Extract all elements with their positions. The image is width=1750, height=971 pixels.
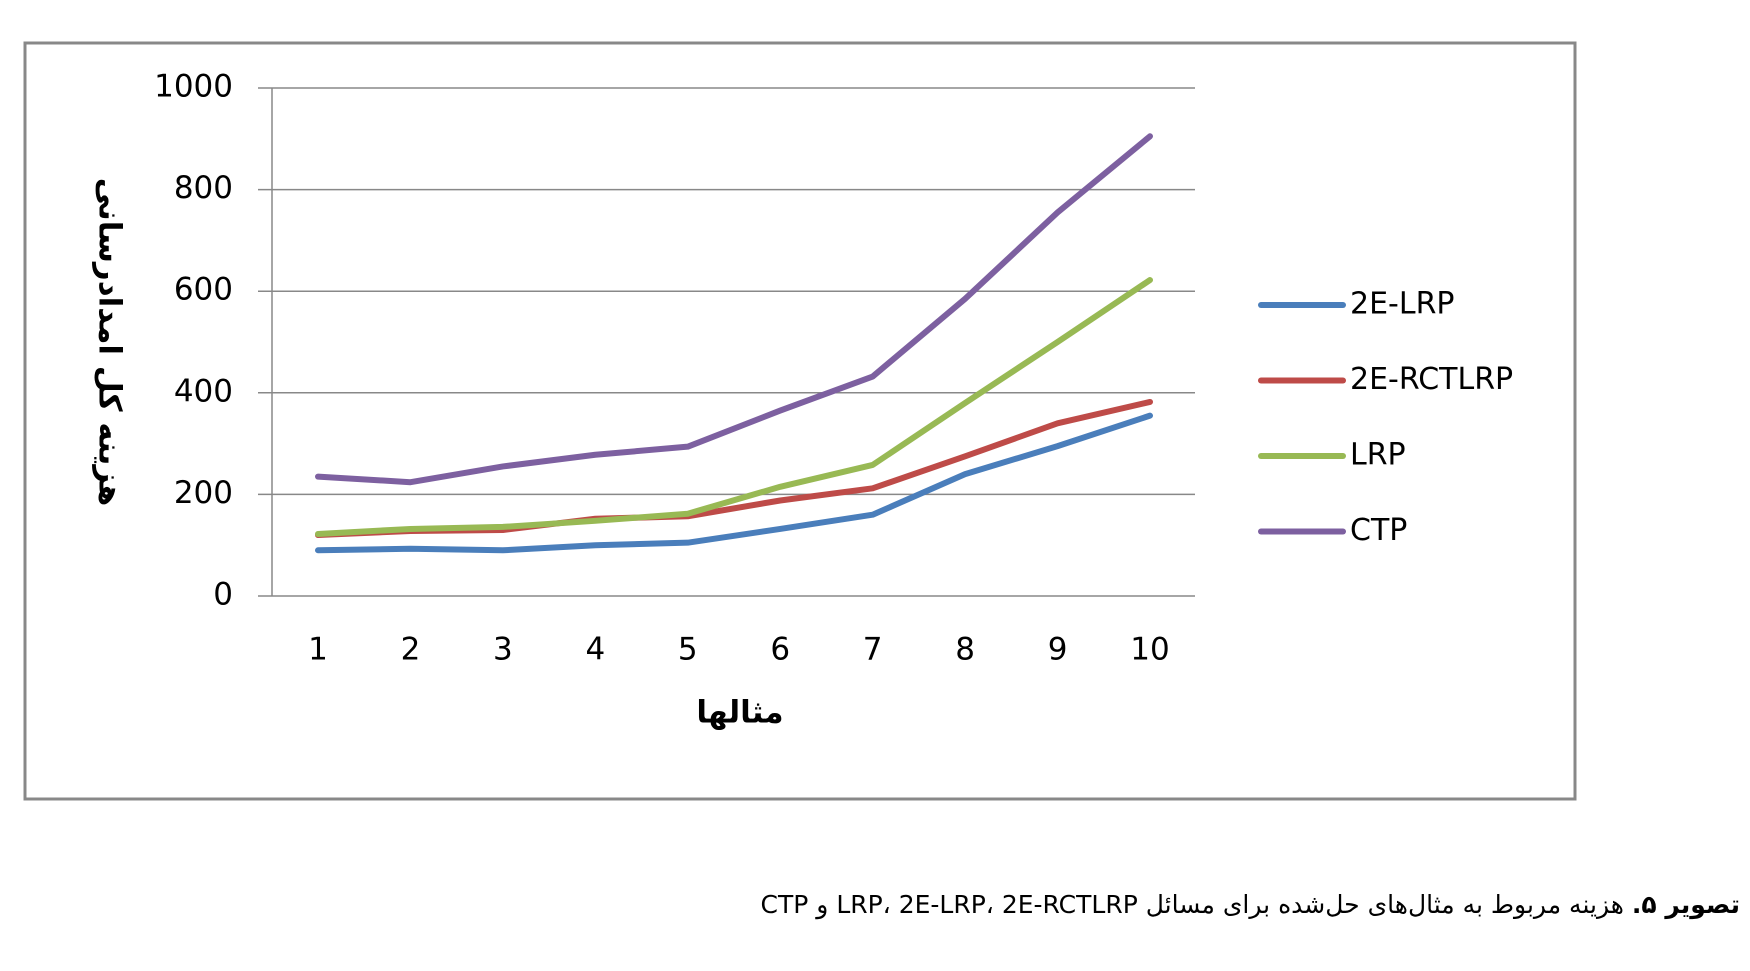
x-tick-label: 3: [493, 632, 513, 668]
caption-text: هزینه مربوط به مثال‌های حل‌شده برای مسائ…: [761, 890, 1624, 920]
x-tick-label: 6: [770, 632, 790, 668]
caption: تصویر ۵. هزینه مربوط به مثال‌های حل‌شده …: [761, 890, 1740, 920]
series-line: [315, 133, 1153, 486]
y-tick-label: 600: [174, 272, 233, 308]
x-tick-label: 8: [955, 632, 975, 668]
series-line: [315, 412, 1153, 554]
x-tick-label: 10: [1130, 632, 1169, 668]
series-line: [315, 277, 1153, 538]
legend-label: 2E-LRP: [1350, 287, 1455, 322]
legend-label: LRP: [1350, 438, 1406, 473]
x-tick-label: 9: [1048, 632, 1068, 668]
y-tick-label: 0: [213, 577, 233, 613]
y-tick-label: 200: [174, 475, 233, 511]
y-tick-label: 400: [174, 373, 233, 409]
legend-label: 2E-RCTLRP: [1350, 362, 1513, 397]
legend-label: CTP: [1350, 513, 1407, 548]
x-tick-label: 4: [585, 632, 605, 668]
x-tick-label: 2: [401, 632, 421, 668]
y-axis-label: هزینه کل امدادرسانی: [92, 178, 128, 506]
x-tick-label: 7: [863, 632, 883, 668]
y-tick-label: 1000: [154, 69, 233, 105]
chart-frame: [23, 41, 1577, 801]
x-tick-label: 5: [678, 632, 698, 668]
caption-label: تصویر ۵.: [1632, 890, 1740, 920]
x-axis-label: مثالها: [696, 695, 783, 731]
x-tick-label: 1: [308, 632, 328, 668]
y-tick-label: 800: [174, 170, 233, 206]
